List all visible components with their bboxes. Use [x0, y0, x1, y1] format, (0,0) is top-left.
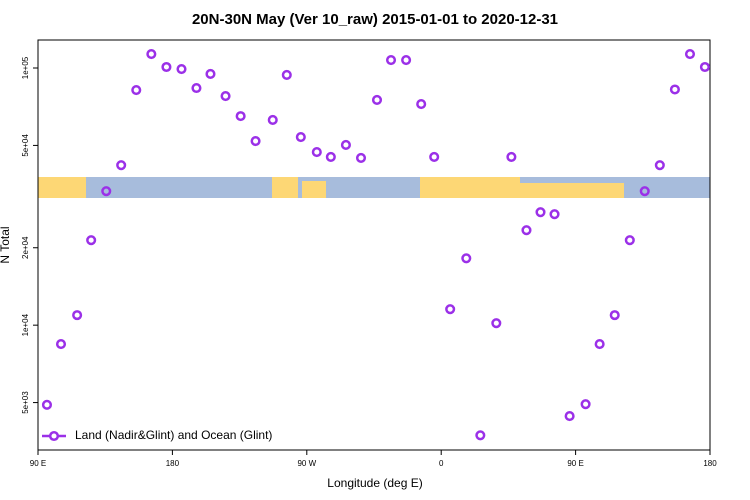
point — [521, 225, 532, 236]
plot-frame — [37, 39, 711, 451]
x-tick-label: 0 — [439, 459, 444, 468]
point — [281, 69, 292, 80]
point — [461, 253, 472, 264]
x-tick-label: 90 W — [297, 459, 316, 468]
point — [445, 304, 456, 315]
point — [355, 152, 367, 163]
point — [235, 111, 246, 122]
point — [101, 186, 112, 197]
point — [55, 339, 67, 350]
y-axis-label: N Total — [0, 226, 12, 263]
point — [609, 310, 620, 321]
point — [699, 61, 710, 73]
point — [161, 61, 172, 73]
x-axis-label: Longitude (deg E) — [327, 476, 422, 490]
point — [639, 186, 650, 197]
point — [267, 114, 278, 126]
chart-title: 20N-30N May (Ver 10_raw) 2015-01-01 to 2… — [192, 11, 558, 28]
point — [594, 339, 605, 350]
point — [311, 147, 322, 158]
point — [146, 49, 157, 60]
legend-marker — [48, 430, 60, 442]
map-strip — [38, 177, 710, 198]
point — [684, 49, 696, 60]
point — [624, 235, 635, 246]
point — [416, 99, 427, 110]
point — [295, 131, 306, 143]
point — [654, 160, 665, 171]
point — [371, 94, 383, 106]
y-tick-label: 5e+04 — [21, 134, 30, 157]
point — [401, 54, 412, 66]
point — [429, 151, 440, 162]
point — [176, 63, 187, 75]
point — [325, 151, 336, 162]
point — [580, 399, 591, 410]
point — [116, 160, 127, 171]
point — [549, 209, 560, 220]
point — [220, 90, 231, 102]
point — [72, 310, 83, 321]
x-tick-label: 90 E — [30, 459, 46, 468]
x-tick-label: 180 — [703, 459, 717, 468]
legend-label: Land (Nadir&Glint) and Ocean (Glint) — [75, 428, 272, 442]
point — [491, 318, 502, 329]
point — [669, 84, 680, 95]
point — [191, 82, 202, 94]
point — [86, 235, 97, 246]
point — [535, 207, 546, 218]
point — [340, 139, 351, 151]
point — [385, 54, 397, 66]
y-tick-label: 1e+05 — [21, 56, 30, 79]
x-tick-label: 180 — [166, 459, 180, 468]
y-tick-label: 5e+03 — [21, 391, 30, 414]
point — [131, 84, 142, 96]
point — [506, 151, 517, 162]
point — [205, 68, 216, 80]
point — [564, 411, 575, 422]
point — [475, 430, 486, 441]
point — [250, 135, 261, 147]
x-tick-label: 90 E — [567, 459, 583, 468]
y-tick-label: 2e+04 — [21, 236, 30, 259]
point — [41, 399, 53, 410]
y-tick-label: 1e+04 — [21, 313, 30, 336]
